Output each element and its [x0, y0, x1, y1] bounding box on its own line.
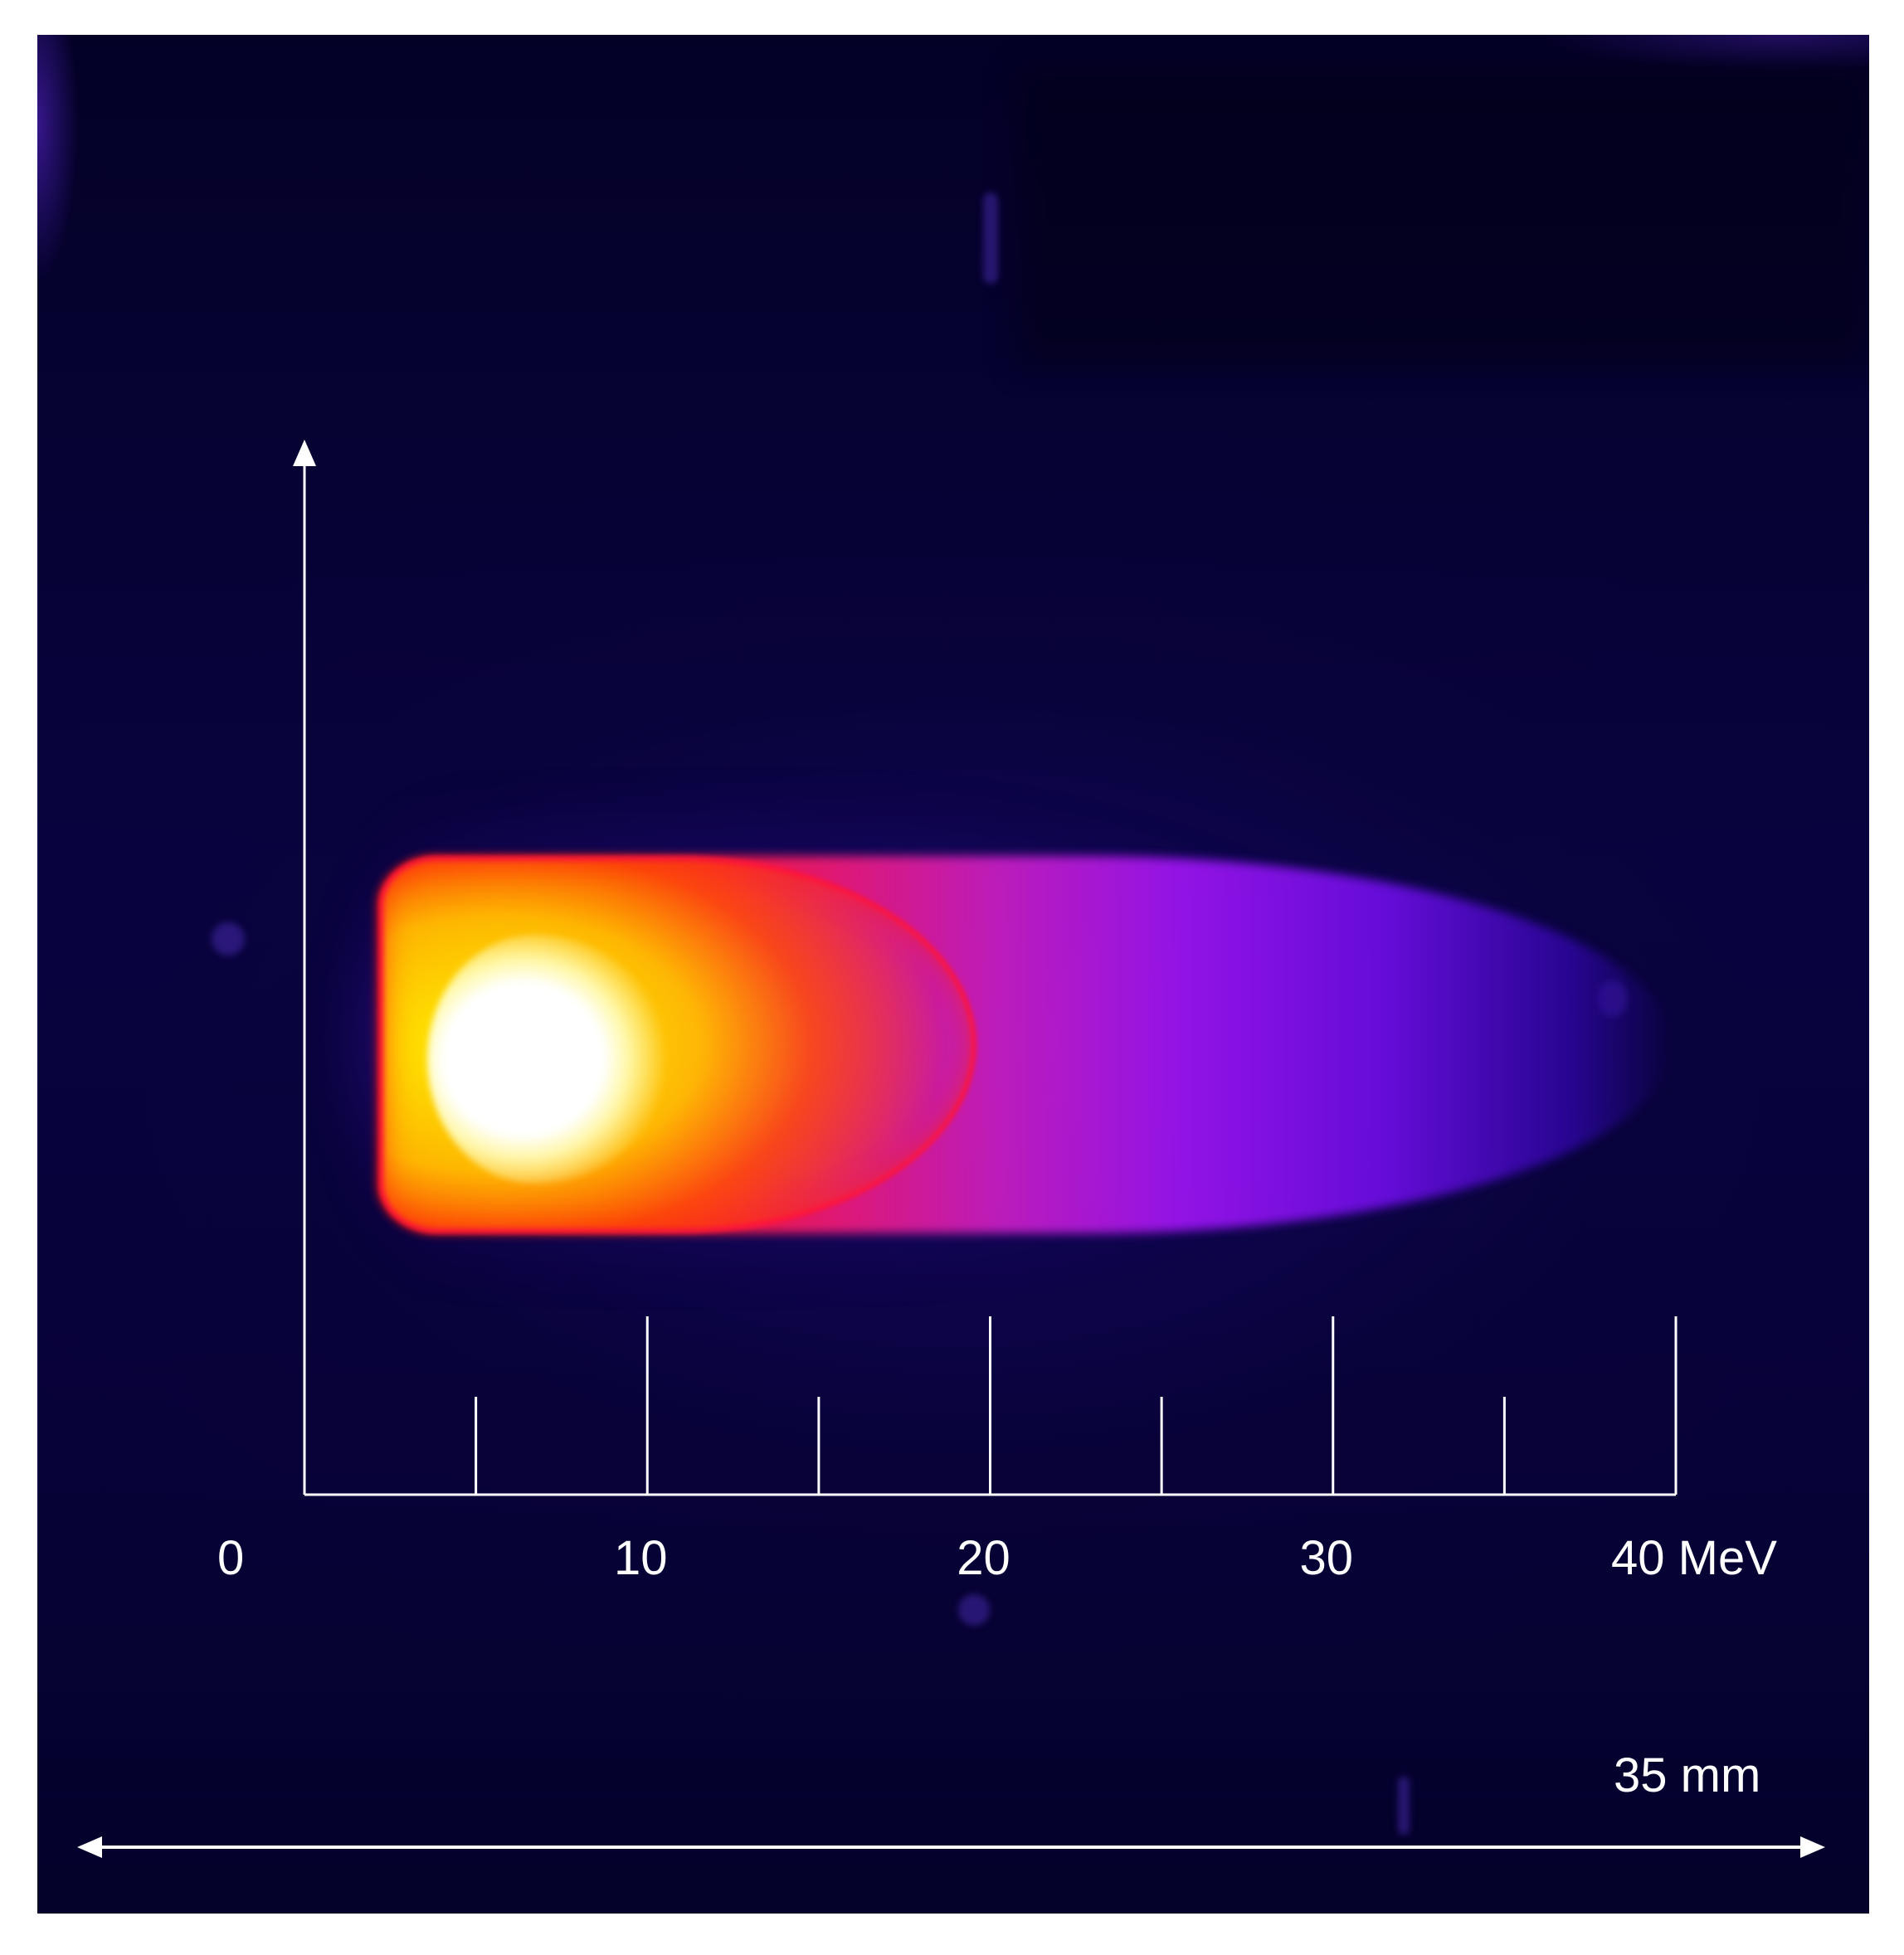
scale-bar-left-arrowhead — [77, 1836, 102, 1858]
scintillator-image: 0 10 20 30 40 MeV 35 mm — [37, 35, 1869, 1914]
background-speck — [958, 1594, 990, 1626]
energy-tick-label: 30 — [1299, 1531, 1353, 1585]
scale-bar-right-arrowhead — [1800, 1836, 1825, 1858]
energy-tick-label: 0 — [217, 1531, 245, 1585]
background-speck — [983, 192, 998, 284]
beam-signal-saturated-core — [427, 935, 668, 1184]
axis-overlay — [77, 440, 1825, 1858]
edge-glow-top-right — [1438, 35, 1869, 109]
energy-tick-label: 40 MeV — [1611, 1531, 1777, 1585]
energy-tick-label: 20 — [957, 1531, 1010, 1585]
background-speck — [212, 922, 245, 956]
energy-axis — [304, 1316, 1678, 1496]
vertical-axis-arrowhead — [293, 440, 316, 466]
edge-glow-left — [37, 35, 129, 333]
energy-tick-label: 10 — [613, 1531, 668, 1585]
scale-bar-label: 35 mm — [1614, 1748, 1761, 1802]
background-speck — [1398, 1777, 1410, 1835]
shadow-region — [1016, 68, 1869, 367]
